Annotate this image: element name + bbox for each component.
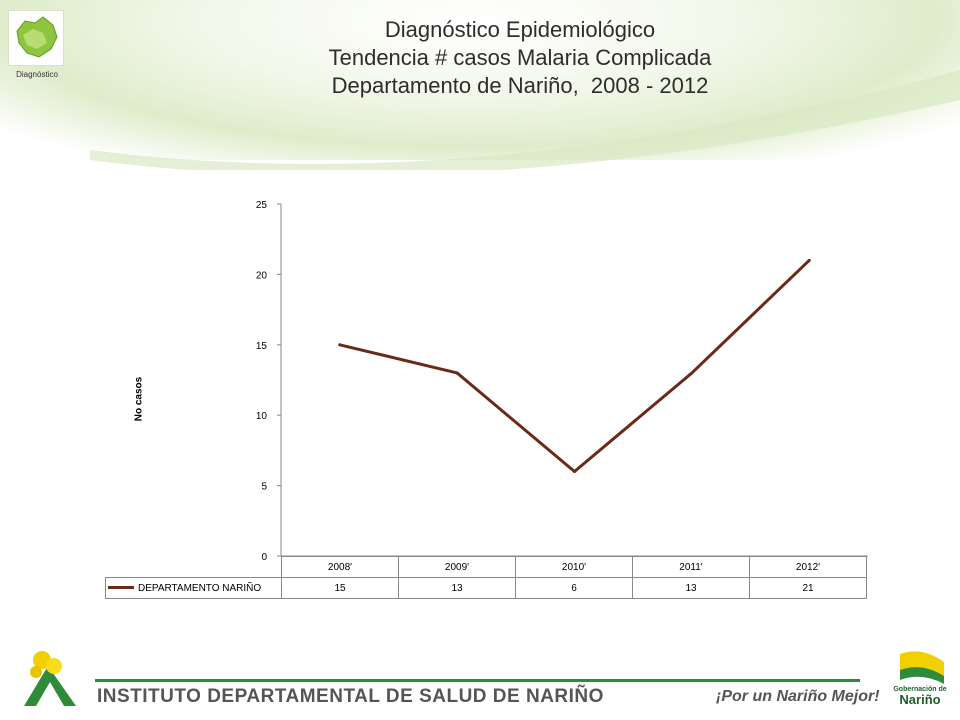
title-line-3: Departamento de Nariño, 2008 - 2012 — [331, 73, 709, 98]
title-line-2: Tendencia # casos Malaria Complicada — [328, 45, 712, 70]
gobernacion-logo — [900, 651, 944, 684]
data-point — [573, 470, 576, 474]
legend-swatch — [108, 586, 134, 590]
map-icon — [16, 16, 58, 58]
x-tick-label: 2008' — [281, 556, 399, 578]
gobernacion-big: Nariño — [899, 692, 941, 707]
logo-caption: Diagnóstico — [16, 70, 58, 79]
slogan: ¡Por un Nariño Mejor! — [716, 688, 880, 705]
x-tick-label: 2010' — [515, 556, 633, 578]
header-background — [0, 0, 960, 160]
series-line — [339, 259, 811, 474]
legend-entry: DEPARTAMENTO NARIÑO — [105, 577, 282, 599]
institute-name: INSTITUTO DEPARTAMENTAL DE SALUD DE NARI… — [97, 686, 604, 707]
data-point — [690, 371, 694, 375]
x-tick-label: 2009' — [398, 556, 516, 578]
chart-data-table: 2008' 2009' 2010' 2011' 2012' DEPARTAMEN… — [105, 556, 867, 599]
data-value: 13 — [632, 577, 750, 599]
header-swoosh — [90, 70, 960, 170]
x-tick-label: 2012' — [749, 556, 867, 578]
data-value: 15 — [281, 577, 399, 599]
data-point — [338, 343, 342, 347]
data-value: 6 — [515, 577, 633, 599]
title-line-1: Diagnóstico Epidemiológico — [384, 17, 656, 42]
x-tick-label: 2011' — [632, 556, 750, 578]
narino-map-logo — [8, 10, 64, 66]
data-value: 21 — [749, 577, 867, 599]
footer-divider — [95, 679, 860, 682]
y-tick-label: 20 — [256, 270, 268, 281]
data-point — [455, 371, 459, 375]
institute-flower-logo — [24, 651, 76, 706]
gobernacion-text: Gobernación de Nariño — [884, 686, 956, 707]
legend-label: DEPARTAMENTO NARIÑO — [138, 582, 262, 594]
table-row: DEPARTAMENTO NARIÑO 15 13 6 13 21 — [105, 577, 867, 599]
y-tick-label: 0 — [261, 552, 267, 563]
gobernacion-small: Gobernación de — [893, 686, 947, 693]
y-tick-label: 15 — [256, 341, 268, 352]
data-value: 13 — [398, 577, 516, 599]
y-tick-label: 5 — [261, 482, 267, 493]
data-point — [807, 258, 811, 262]
page-title: Diagnóstico Epidemiológico Tendencia # c… — [160, 16, 880, 100]
y-axis-label: No casos — [133, 376, 145, 422]
y-tick-label: 25 — [256, 200, 268, 211]
y-tick-label: 10 — [256, 411, 268, 422]
table-header-row: 2008' 2009' 2010' 2011' 2012' — [106, 556, 867, 578]
